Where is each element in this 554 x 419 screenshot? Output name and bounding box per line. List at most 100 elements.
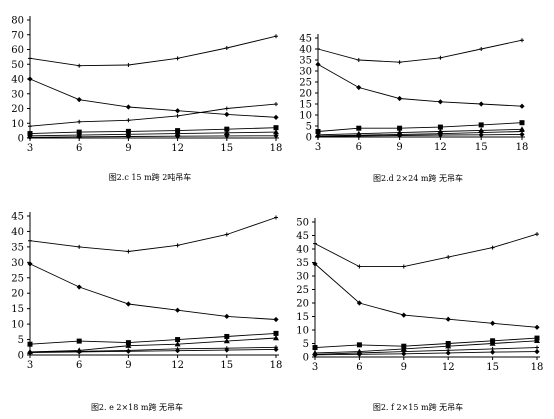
y-tick-label-f: 0: [303, 353, 309, 364]
data-point-e-2: [273, 316, 279, 323]
data-point-d-2: [356, 84, 362, 91]
data-point-e-6: [175, 348, 181, 354]
series-line-e-6: [29, 348, 277, 353]
y-tick-label-f: 20: [296, 299, 309, 310]
y-tick-label-f: 15: [296, 312, 309, 323]
data-point-d-3: [356, 125, 362, 131]
y-tick-label-c: 70: [11, 30, 24, 41]
data-point-c-2: [125, 104, 131, 110]
data-point-f-2: [534, 324, 540, 330]
data-point-f-6: [312, 352, 318, 358]
data-point-c-2: [175, 108, 181, 114]
data-point-d-3: [315, 129, 321, 134]
data-point-e-1: [28, 238, 32, 243]
data-point-f-3: [356, 342, 362, 348]
y-tick-label-f: 45: [296, 231, 309, 242]
data-point-f-4: [400, 345, 407, 352]
y-tick-label-d: 35: [299, 56, 312, 67]
x-tick-label-d: 9: [396, 142, 402, 153]
data-point-d-6: [356, 133, 362, 139]
data-point-c-6: [76, 134, 82, 140]
y-tick-label-d: 25: [299, 78, 312, 89]
y-tick-label-d: 40: [299, 45, 312, 56]
x-tick-label-f: 6: [356, 362, 362, 373]
data-point-f-4: [534, 337, 540, 343]
data-point-f-4: [489, 340, 496, 346]
y-tick-label-c: 30: [11, 89, 24, 100]
data-point-e-1: [126, 249, 131, 254]
data-point-c-6: [125, 133, 131, 140]
y-tick-label-e: 45: [11, 212, 24, 223]
series-line-c-3: [29, 103, 277, 127]
x-tick-label-f: 18: [531, 362, 544, 373]
data-point-e-3: [224, 333, 230, 339]
data-point-d-3: [437, 124, 443, 130]
data-point-e-4: [174, 341, 181, 347]
data-point-c-3: [175, 113, 180, 118]
data-point-d-1: [520, 38, 524, 43]
y-tick-label-f: 10: [296, 326, 309, 337]
data-point-f-4: [445, 343, 452, 349]
data-point-f-2: [490, 320, 496, 326]
chart-caption-e: 图2. e 2×18 m跨 无吊车: [91, 402, 183, 412]
x-tick-label-c: 18: [270, 143, 283, 154]
x-tick-label-e: 12: [171, 360, 184, 371]
x-tick-label-f: 3: [312, 362, 318, 373]
data-point-f-1: [446, 255, 451, 260]
series-line-d-5: [317, 131, 523, 137]
data-point-d-6: [397, 132, 403, 139]
data-point-e-4: [273, 335, 279, 341]
data-point-d-6: [519, 131, 525, 137]
data-point-e-6: [273, 346, 279, 353]
data-point-e-1: [274, 215, 278, 220]
data-point-e-1: [175, 243, 180, 248]
data-point-c-5: [273, 129, 279, 135]
data-point-c-2: [27, 76, 33, 82]
x-tick-label-e: 6: [76, 360, 82, 371]
data-point-e-2: [175, 307, 181, 313]
y-tick-label-d: 20: [299, 89, 312, 100]
data-point-c-2: [273, 114, 279, 120]
data-point-e-3: [27, 341, 33, 347]
y-tick-label-c: 40: [11, 75, 24, 86]
data-point-d-2: [478, 101, 484, 107]
data-point-d-4: [437, 128, 444, 134]
series-line-d-4: [317, 128, 523, 136]
data-point-d-6: [478, 132, 484, 138]
series-line-c-4: [29, 127, 277, 135]
data-point-c-4: [224, 126, 230, 132]
data-point-d-6: [315, 133, 321, 139]
data-point-f-2: [445, 316, 451, 322]
y-tick-label-f: 40: [296, 245, 309, 256]
data-point-e-6: [27, 349, 33, 356]
data-point-d-3: [519, 120, 525, 126]
x-tick-label-f: 9: [401, 362, 407, 373]
data-point-f-6: [401, 351, 407, 357]
series-line-f-2: [314, 263, 538, 328]
data-point-c-3: [274, 102, 278, 107]
data-point-e-3: [273, 330, 279, 336]
data-point-c-3: [224, 106, 229, 111]
data-point-c-3: [126, 118, 131, 123]
data-point-d-4: [478, 127, 485, 133]
data-point-e-2: [27, 261, 33, 267]
chart-panel-e: 0 5 10 15 20 25 30 35 40 45 3 6 9 12 15 18: [11, 212, 282, 372]
y-tick-label-c: 80: [11, 16, 24, 27]
series-line-c-6: [29, 135, 277, 138]
data-point-d-2: [315, 61, 321, 67]
series-line-d-6: [317, 133, 523, 137]
data-point-c-1: [274, 34, 278, 39]
chart-caption-c: 图2.c 15 m跨 2吨吊车: [109, 172, 192, 182]
y-tick-label-f: 50: [296, 218, 309, 229]
x-tick-label-e: 3: [27, 360, 33, 371]
x-tick-label-d: 12: [434, 142, 447, 153]
data-point-e-2: [125, 301, 131, 307]
x-tick-label-e: 9: [125, 360, 131, 371]
y-tick-label-e: 40: [11, 227, 24, 238]
y-tick-label-d: 30: [299, 67, 312, 78]
data-point-d-4: [396, 129, 403, 135]
y-tick-label-c: 0: [18, 134, 24, 145]
series-line-f-4: [314, 340, 538, 354]
